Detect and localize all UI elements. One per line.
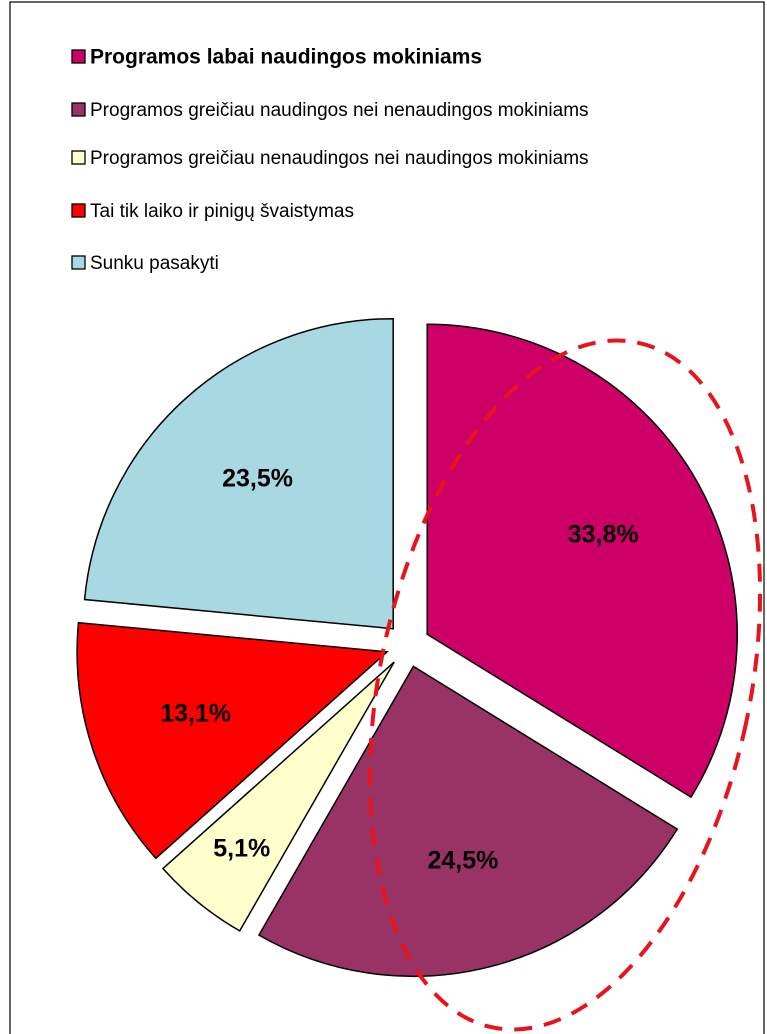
pie-slice — [426, 323, 738, 799]
legend-swatch — [71, 49, 86, 64]
legend-swatch — [71, 255, 86, 270]
legend-swatch — [71, 203, 86, 218]
pie-slice — [76, 621, 389, 860]
data-label: 33,8% — [568, 521, 639, 549]
legend-swatch — [71, 150, 86, 165]
legend-label: Programos greičiau nenaudingos nei naudi… — [90, 148, 589, 169]
data-label: 5,1% — [213, 834, 270, 862]
legend-label: Programos greičiau naudingos nei nenaudi… — [90, 100, 589, 121]
data-label: 13,1% — [160, 699, 231, 727]
legend-swatch — [71, 102, 86, 117]
pie-slice — [161, 661, 395, 932]
chart-frame — [9, 1, 765, 1034]
pie-slice — [83, 317, 394, 630]
data-label: 23,5% — [222, 464, 293, 492]
pie-slice — [257, 665, 679, 978]
annotation-ellipse — [367, 338, 763, 1032]
data-label: 24,5% — [427, 846, 498, 874]
legend-label: Sunku pasakyti — [90, 253, 219, 274]
legend-label: Programos labai naudingos mokiniams — [90, 46, 482, 69]
legend-label: Tai tik laiko ir pinigų švaistymas — [90, 201, 354, 222]
